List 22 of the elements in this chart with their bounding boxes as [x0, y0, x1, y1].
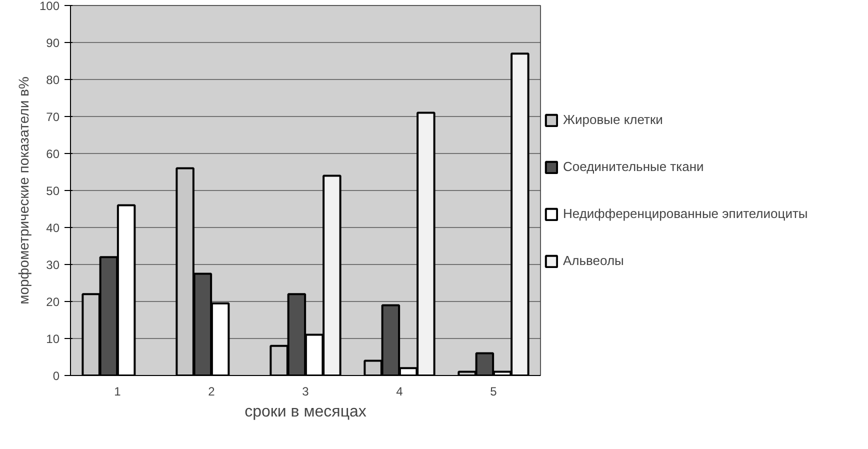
x-tick-label: 2 — [208, 384, 216, 398]
y-tick-label: 20 — [46, 295, 60, 309]
legend-label: Альвеолы — [563, 253, 624, 268]
y-tick-label: 10 — [46, 332, 60, 346]
x-tick-label: 1 — [114, 384, 122, 398]
y-tick-label: 30 — [46, 258, 60, 272]
y-tick-label: 70 — [46, 110, 60, 124]
y-tick-label: 0 — [52, 369, 60, 383]
y-tick-label: 60 — [46, 147, 60, 161]
x-tick-label: 3 — [302, 384, 310, 398]
x-tick-label: 5 — [490, 384, 498, 398]
y-axis-title: морфометрические показатели в% — [15, 76, 32, 304]
legend-label: Соединительные ткани — [563, 159, 704, 174]
y-tick-label: 100 — [39, 0, 60, 13]
legend-label: Недифференцированные эпителиоциты — [563, 206, 808, 221]
legend-label: Жировые клетки — [563, 112, 663, 127]
y-tick-label: 90 — [46, 36, 60, 50]
y-tick-label: 80 — [46, 73, 60, 87]
y-tick-label: 50 — [46, 184, 60, 198]
x-axis-title: сроки в месяцах — [244, 404, 366, 420]
y-tick-label: 40 — [46, 221, 60, 235]
x-tick-label: 4 — [396, 384, 404, 398]
